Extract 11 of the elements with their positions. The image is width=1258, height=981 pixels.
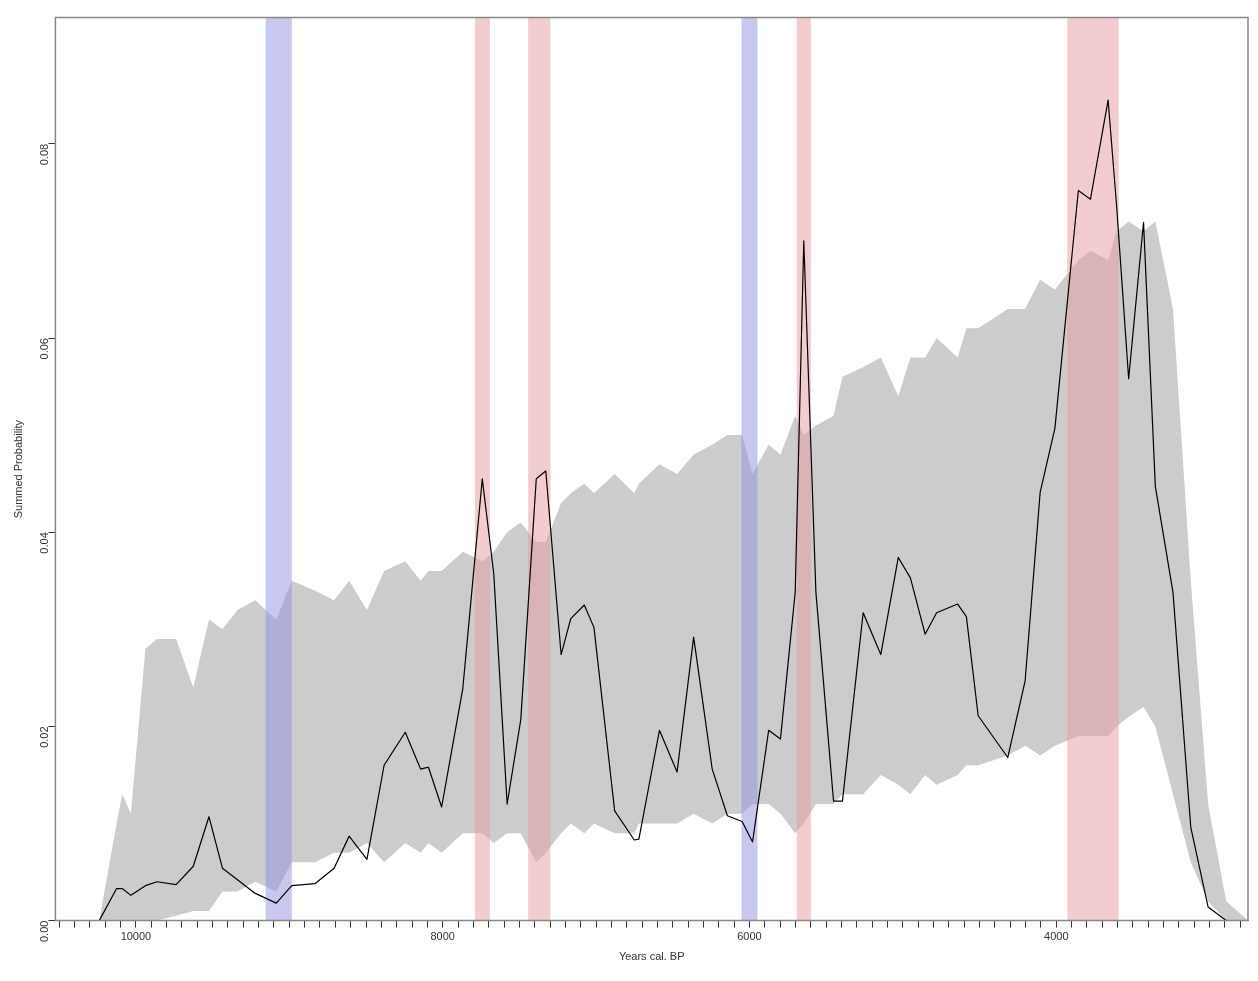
y-tick-label: 0.04 [38,532,51,554]
y-tick-label: 0.00 [38,920,51,943]
x-tick-label: 6000 [737,930,762,943]
y-tick-label: 0.02 [38,726,51,748]
x-tick-label: 4000 [1044,930,1069,943]
y-tick-label: 0.06 [38,338,51,360]
x-axis-title: Years cal. BP [618,950,685,963]
y-tick-label: 0.08 [38,143,51,166]
x-tick-label: 8000 [430,930,455,943]
x-tick-label: 10000 [120,930,152,943]
y-axis-title: Summed Probability [11,419,24,519]
